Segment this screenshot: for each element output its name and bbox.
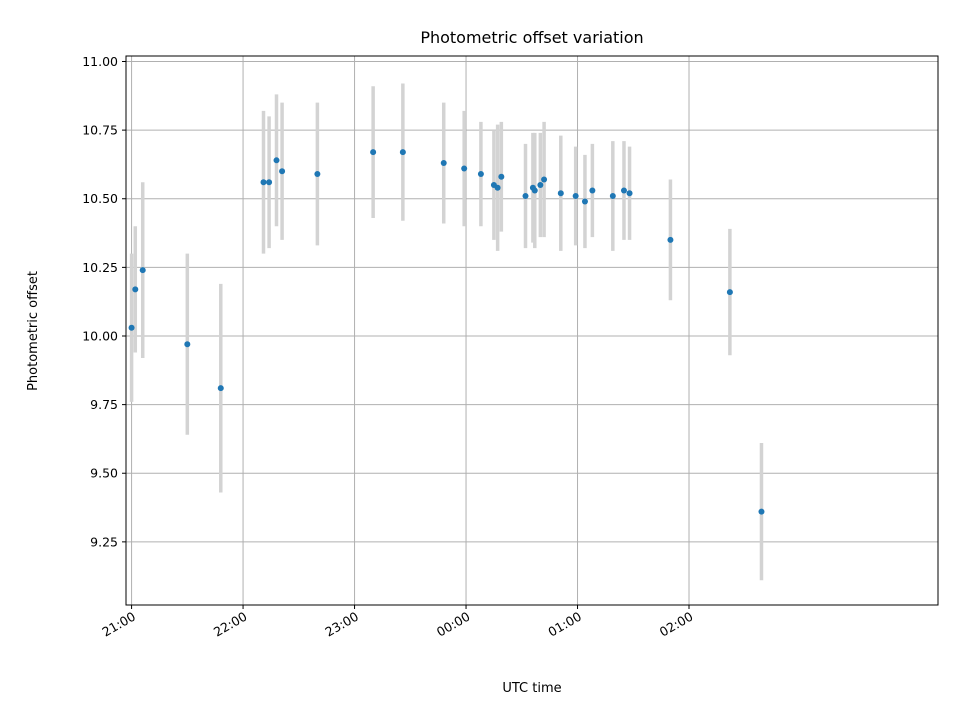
data-point <box>370 149 377 156</box>
point-layer <box>128 149 765 515</box>
data-point <box>498 173 505 180</box>
data-point <box>139 267 146 274</box>
data-point <box>314 171 321 178</box>
data-point <box>440 160 447 167</box>
y-tick-label: 10.75 <box>82 123 118 138</box>
data-point <box>531 187 538 194</box>
plot-frame <box>125 55 939 606</box>
data-point <box>726 289 733 296</box>
y-tick-label: 10.00 <box>82 328 118 343</box>
data-point <box>494 184 501 191</box>
data-point <box>541 176 548 183</box>
x-axis-label: UTC time <box>502 681 561 696</box>
data-point <box>557 190 564 197</box>
data-point <box>609 192 616 199</box>
data-point <box>477 171 484 178</box>
data-point <box>461 165 468 172</box>
data-point <box>132 286 139 293</box>
data-point <box>667 236 674 243</box>
data-point <box>537 182 544 189</box>
data-point <box>260 179 267 186</box>
y-tick-label: 9.50 <box>90 466 118 481</box>
data-point <box>626 190 633 197</box>
chart-title: Photometric offset variation <box>420 28 643 47</box>
data-point <box>399 149 406 156</box>
y-axis-label: Photometric offset <box>26 271 41 391</box>
data-point <box>522 192 529 199</box>
data-point <box>589 187 596 194</box>
data-point <box>273 157 280 164</box>
y-tick-label: 10.50 <box>82 191 118 206</box>
data-point <box>572 192 579 199</box>
data-point <box>266 179 273 186</box>
y-tick-label: 10.25 <box>82 260 118 275</box>
data-point <box>128 324 135 331</box>
data-point <box>581 198 588 205</box>
data-point <box>184 341 191 348</box>
data-point <box>758 508 765 515</box>
y-tick-label: 9.25 <box>90 534 118 549</box>
y-axis: 9.25 9.50 9.75 10.00 10.25 10.50 10.75 11.00 <box>82 54 126 549</box>
data-point <box>620 187 627 194</box>
grid-layer <box>126 56 938 605</box>
data-point <box>279 168 286 175</box>
data-point <box>217 385 224 392</box>
y-tick-label: 11.00 <box>82 54 118 69</box>
y-tick-label: 9.75 <box>90 397 118 412</box>
